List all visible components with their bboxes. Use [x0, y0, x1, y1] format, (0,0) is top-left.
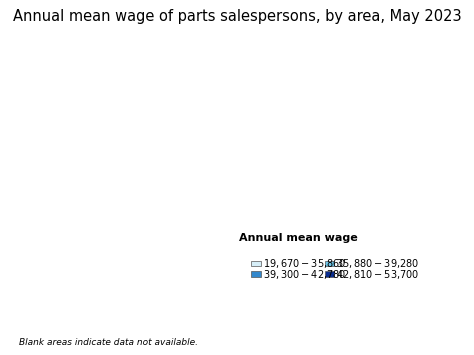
Text: Blank areas indicate data not available.: Blank areas indicate data not available.: [19, 338, 198, 347]
Text: $42,810 - $53,700: $42,810 - $53,700: [336, 268, 419, 280]
Text: Annual mean wage: Annual mean wage: [239, 233, 358, 243]
Text: $39,300 - $42,780: $39,300 - $42,780: [263, 268, 346, 280]
Text: $35,880 - $39,280: $35,880 - $39,280: [336, 257, 419, 270]
Text: Annual mean wage of parts salespersons, by area, May 2023: Annual mean wage of parts salespersons, …: [13, 9, 461, 24]
Text: $19,670 - $35,860: $19,670 - $35,860: [263, 257, 346, 270]
